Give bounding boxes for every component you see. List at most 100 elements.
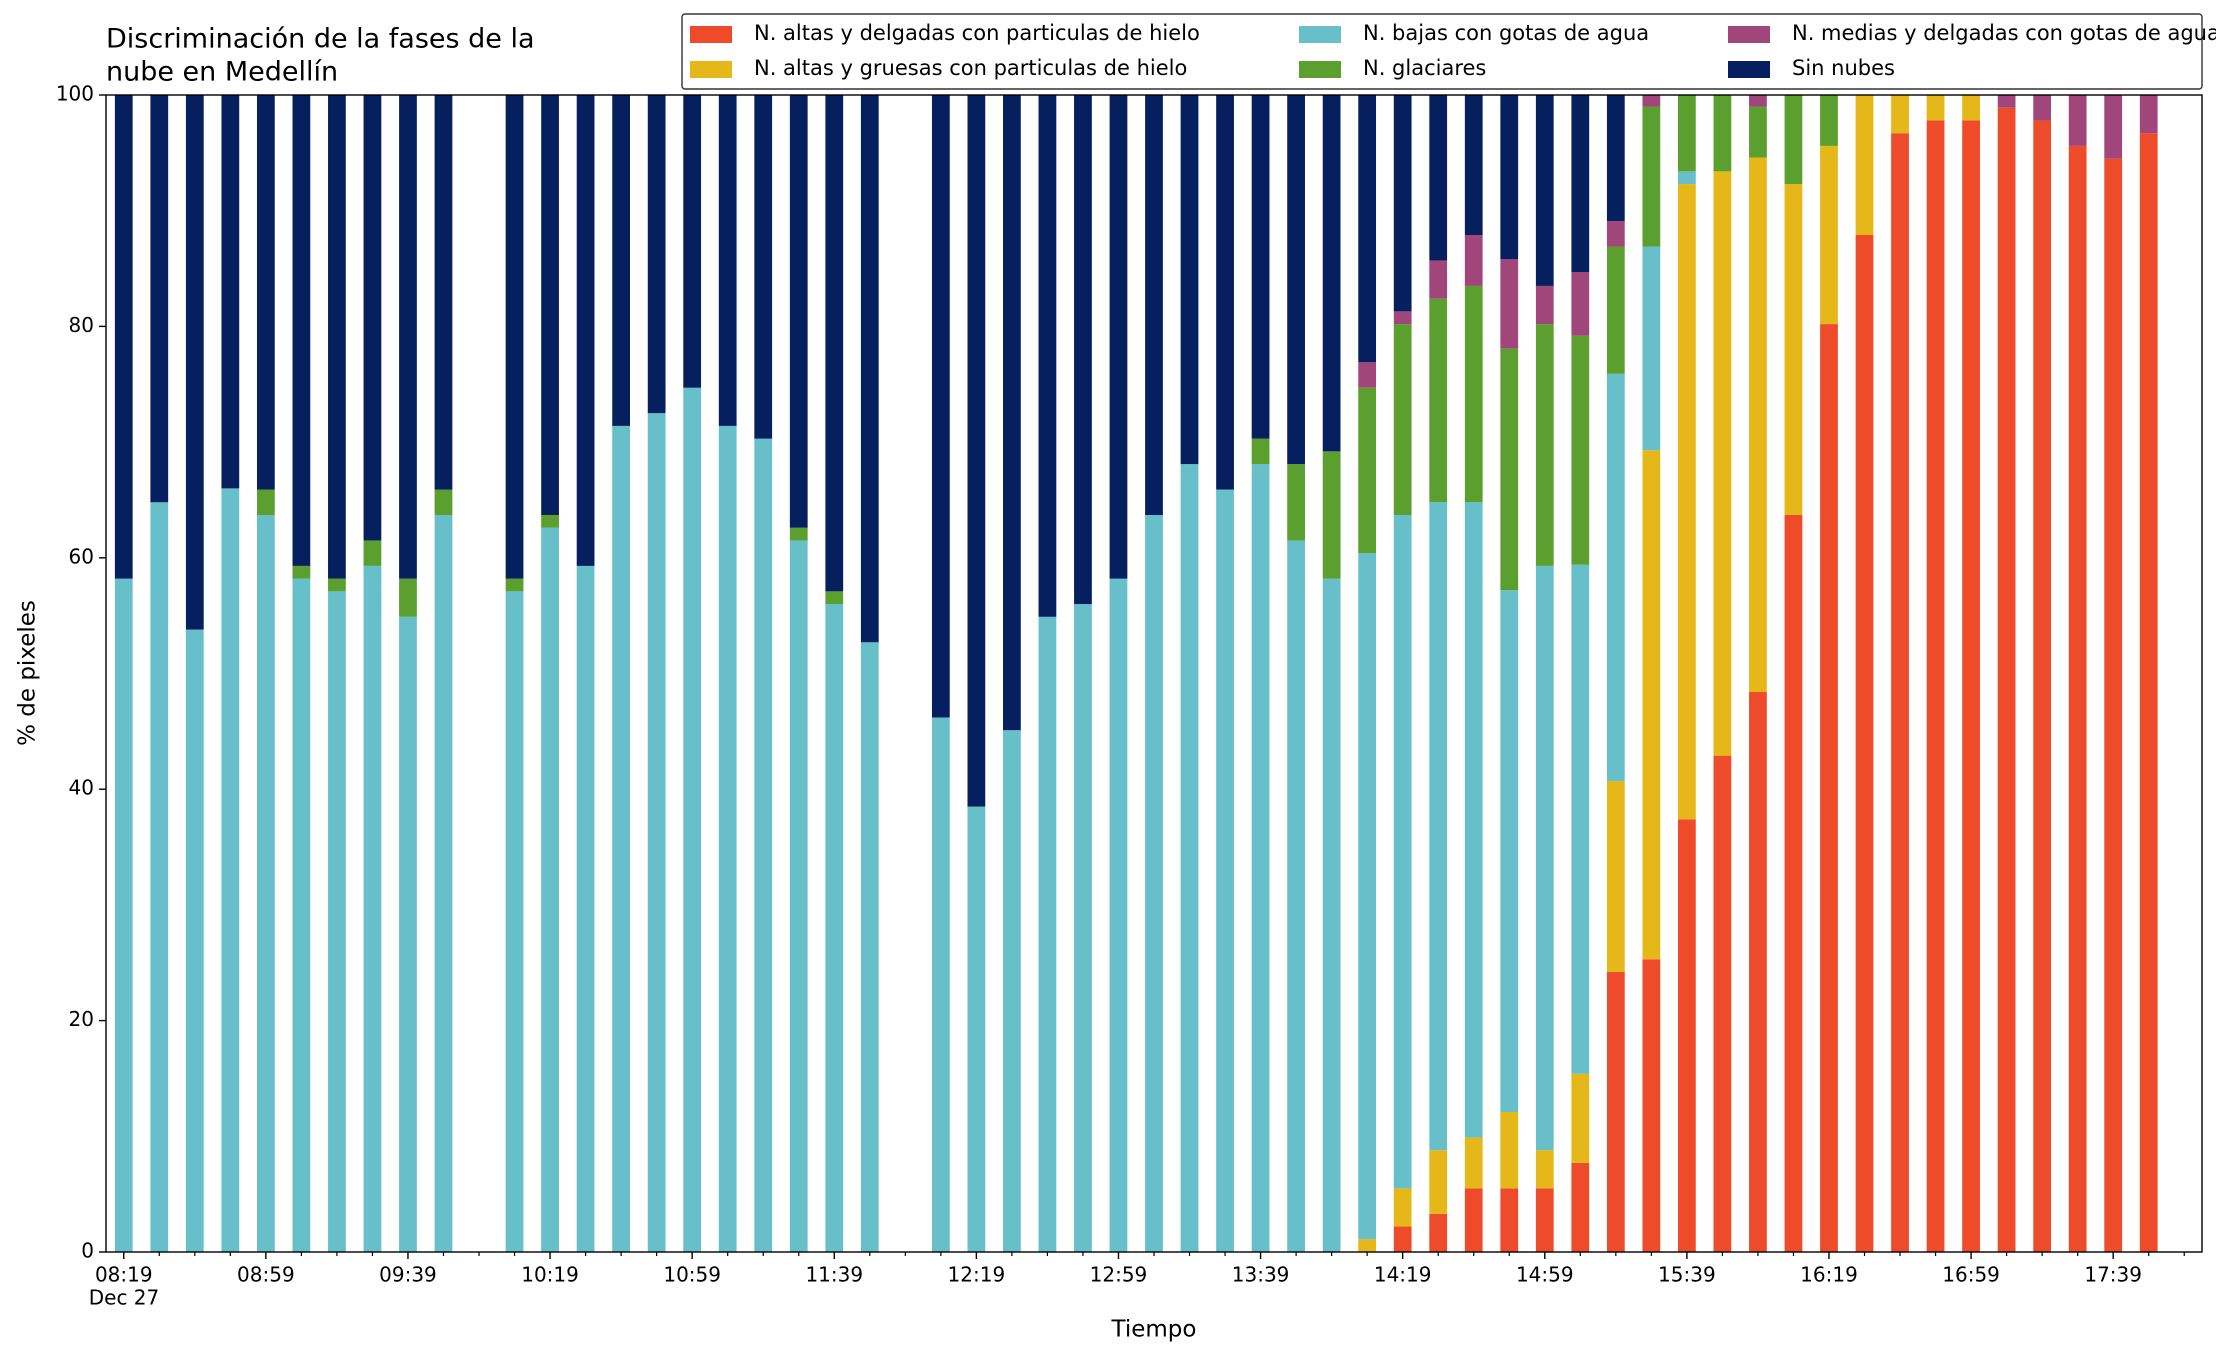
- bar-segment: [150, 502, 169, 1252]
- bar-segment: [1429, 298, 1448, 503]
- bar-segment: [1109, 95, 1128, 579]
- bar-segment: [1713, 171, 1732, 756]
- bar-segment: [1038, 95, 1057, 617]
- bar-segment: [1287, 540, 1305, 1252]
- x-tick-date: Dec 27: [89, 1286, 160, 1310]
- legend-swatch: [1299, 61, 1341, 78]
- x-tick-label: 14:59: [1516, 1263, 1574, 1287]
- bar-segment: [328, 578, 346, 592]
- bar-segment: [1358, 387, 1377, 554]
- bar-segment: [2139, 95, 2158, 134]
- bar-segment: [1393, 95, 1412, 312]
- bar-segment: [718, 95, 737, 426]
- bar-segment: [576, 95, 595, 566]
- bar-segment: [1145, 514, 1163, 1252]
- bar-segment: [1642, 95, 1661, 107]
- legend-label: Sin nubes: [1792, 56, 1895, 80]
- bar-segment: [1429, 260, 1448, 299]
- bar-segment: [683, 387, 702, 1252]
- bar-segment: [1535, 565, 1554, 1151]
- bar-segment: [860, 642, 879, 1252]
- bar-segment: [363, 95, 382, 541]
- bar-segment: [1429, 1213, 1448, 1252]
- legend-swatch: [1299, 26, 1341, 43]
- bar-segment: [1642, 959, 1661, 1252]
- x-tick-label: 12:19: [948, 1263, 1006, 1287]
- bar-segment: [1287, 464, 1305, 541]
- bar-segment: [1571, 95, 1590, 273]
- legend-label: N. medias y delgadas con gotas de agua: [1792, 21, 2216, 45]
- bar-segment: [825, 591, 844, 605]
- bar-segment: [1074, 95, 1092, 605]
- bar-segment: [1429, 502, 1448, 1151]
- bar-segment: [256, 489, 275, 515]
- bar-segment: [185, 629, 204, 1252]
- bar-segment: [505, 95, 524, 579]
- bar-segment: [1571, 1073, 1590, 1163]
- bar-segment: [541, 95, 559, 515]
- bar-segment: [1216, 489, 1234, 1252]
- x-tick-label: 16:19: [1800, 1263, 1858, 1287]
- bar-segment: [1464, 1188, 1483, 1252]
- bar-segment: [363, 540, 382, 566]
- bar-segment: [1606, 781, 1625, 973]
- bar-segment: [1074, 604, 1092, 1252]
- x-axis-label: Tiempo: [1111, 1317, 1197, 1343]
- bar-segment: [1962, 95, 1980, 121]
- bar-segment: [683, 95, 702, 388]
- bar-segment: [1322, 95, 1341, 452]
- x-tick-label: 15:39: [1658, 1263, 1716, 1287]
- bar-segment: [399, 616, 417, 1252]
- bar-segment: [1500, 95, 1519, 260]
- bar-segment: [399, 578, 417, 617]
- bar-segment: [1962, 120, 1980, 1253]
- bar-segment: [292, 95, 311, 566]
- bar-segment: [754, 95, 773, 439]
- bar-segment: [2139, 133, 2158, 1252]
- bar-segment: [1500, 590, 1519, 1113]
- bar-segment: [1606, 221, 1625, 247]
- bar-segment: [789, 95, 808, 528]
- x-tick-label: 10:19: [521, 1263, 579, 1287]
- bar-segment: [1535, 324, 1554, 566]
- bar-segment: [1358, 362, 1377, 388]
- bar-segment: [647, 95, 666, 414]
- bar-segment: [1180, 95, 1199, 465]
- bar-segment: [1784, 95, 1803, 185]
- bar-segment: [754, 438, 773, 1252]
- bar-segment: [1322, 578, 1341, 1252]
- bar-segment: [860, 95, 879, 643]
- bar-segment: [221, 95, 240, 489]
- legend-swatch: [1728, 61, 1770, 78]
- bar-segment: [1678, 184, 1696, 820]
- bar-segment: [1891, 133, 1909, 1252]
- bar-segment: [1926, 120, 1945, 1253]
- bar-segment: [1109, 578, 1128, 1252]
- bar-segment: [825, 604, 844, 1252]
- bar-segment: [541, 527, 559, 1252]
- bar-segment: [1393, 1188, 1412, 1227]
- bar-segment: [1997, 107, 2016, 1252]
- bar-segment: [2068, 145, 2087, 1253]
- y-tick-label: 100: [56, 82, 94, 106]
- bar-segment: [1820, 95, 1838, 146]
- bar-segment: [114, 578, 133, 1252]
- bar-segment: [399, 95, 417, 579]
- bar-segment: [967, 95, 986, 807]
- bar-segment: [328, 591, 346, 1252]
- bar-segment: [114, 95, 133, 579]
- legend-label: N. altas y gruesas con particulas de hie…: [754, 56, 1187, 80]
- bar-segment: [1429, 95, 1448, 261]
- bar-segment: [1464, 502, 1483, 1138]
- legend-box: [681, 13, 2203, 90]
- bar-segment: [1322, 451, 1341, 579]
- x-tick-label: 11:39: [805, 1263, 863, 1287]
- chart-title: Discriminación de la fases de la: [106, 24, 535, 55]
- bar-segment: [1606, 95, 1625, 222]
- bar-segment: [1535, 1188, 1554, 1252]
- bar-segment: [1606, 972, 1625, 1252]
- y-tick-label: 60: [69, 544, 94, 568]
- bar-segment: [1500, 1188, 1519, 1252]
- bar-segment: [505, 591, 524, 1252]
- x-tick-label: 08:59: [237, 1263, 295, 1287]
